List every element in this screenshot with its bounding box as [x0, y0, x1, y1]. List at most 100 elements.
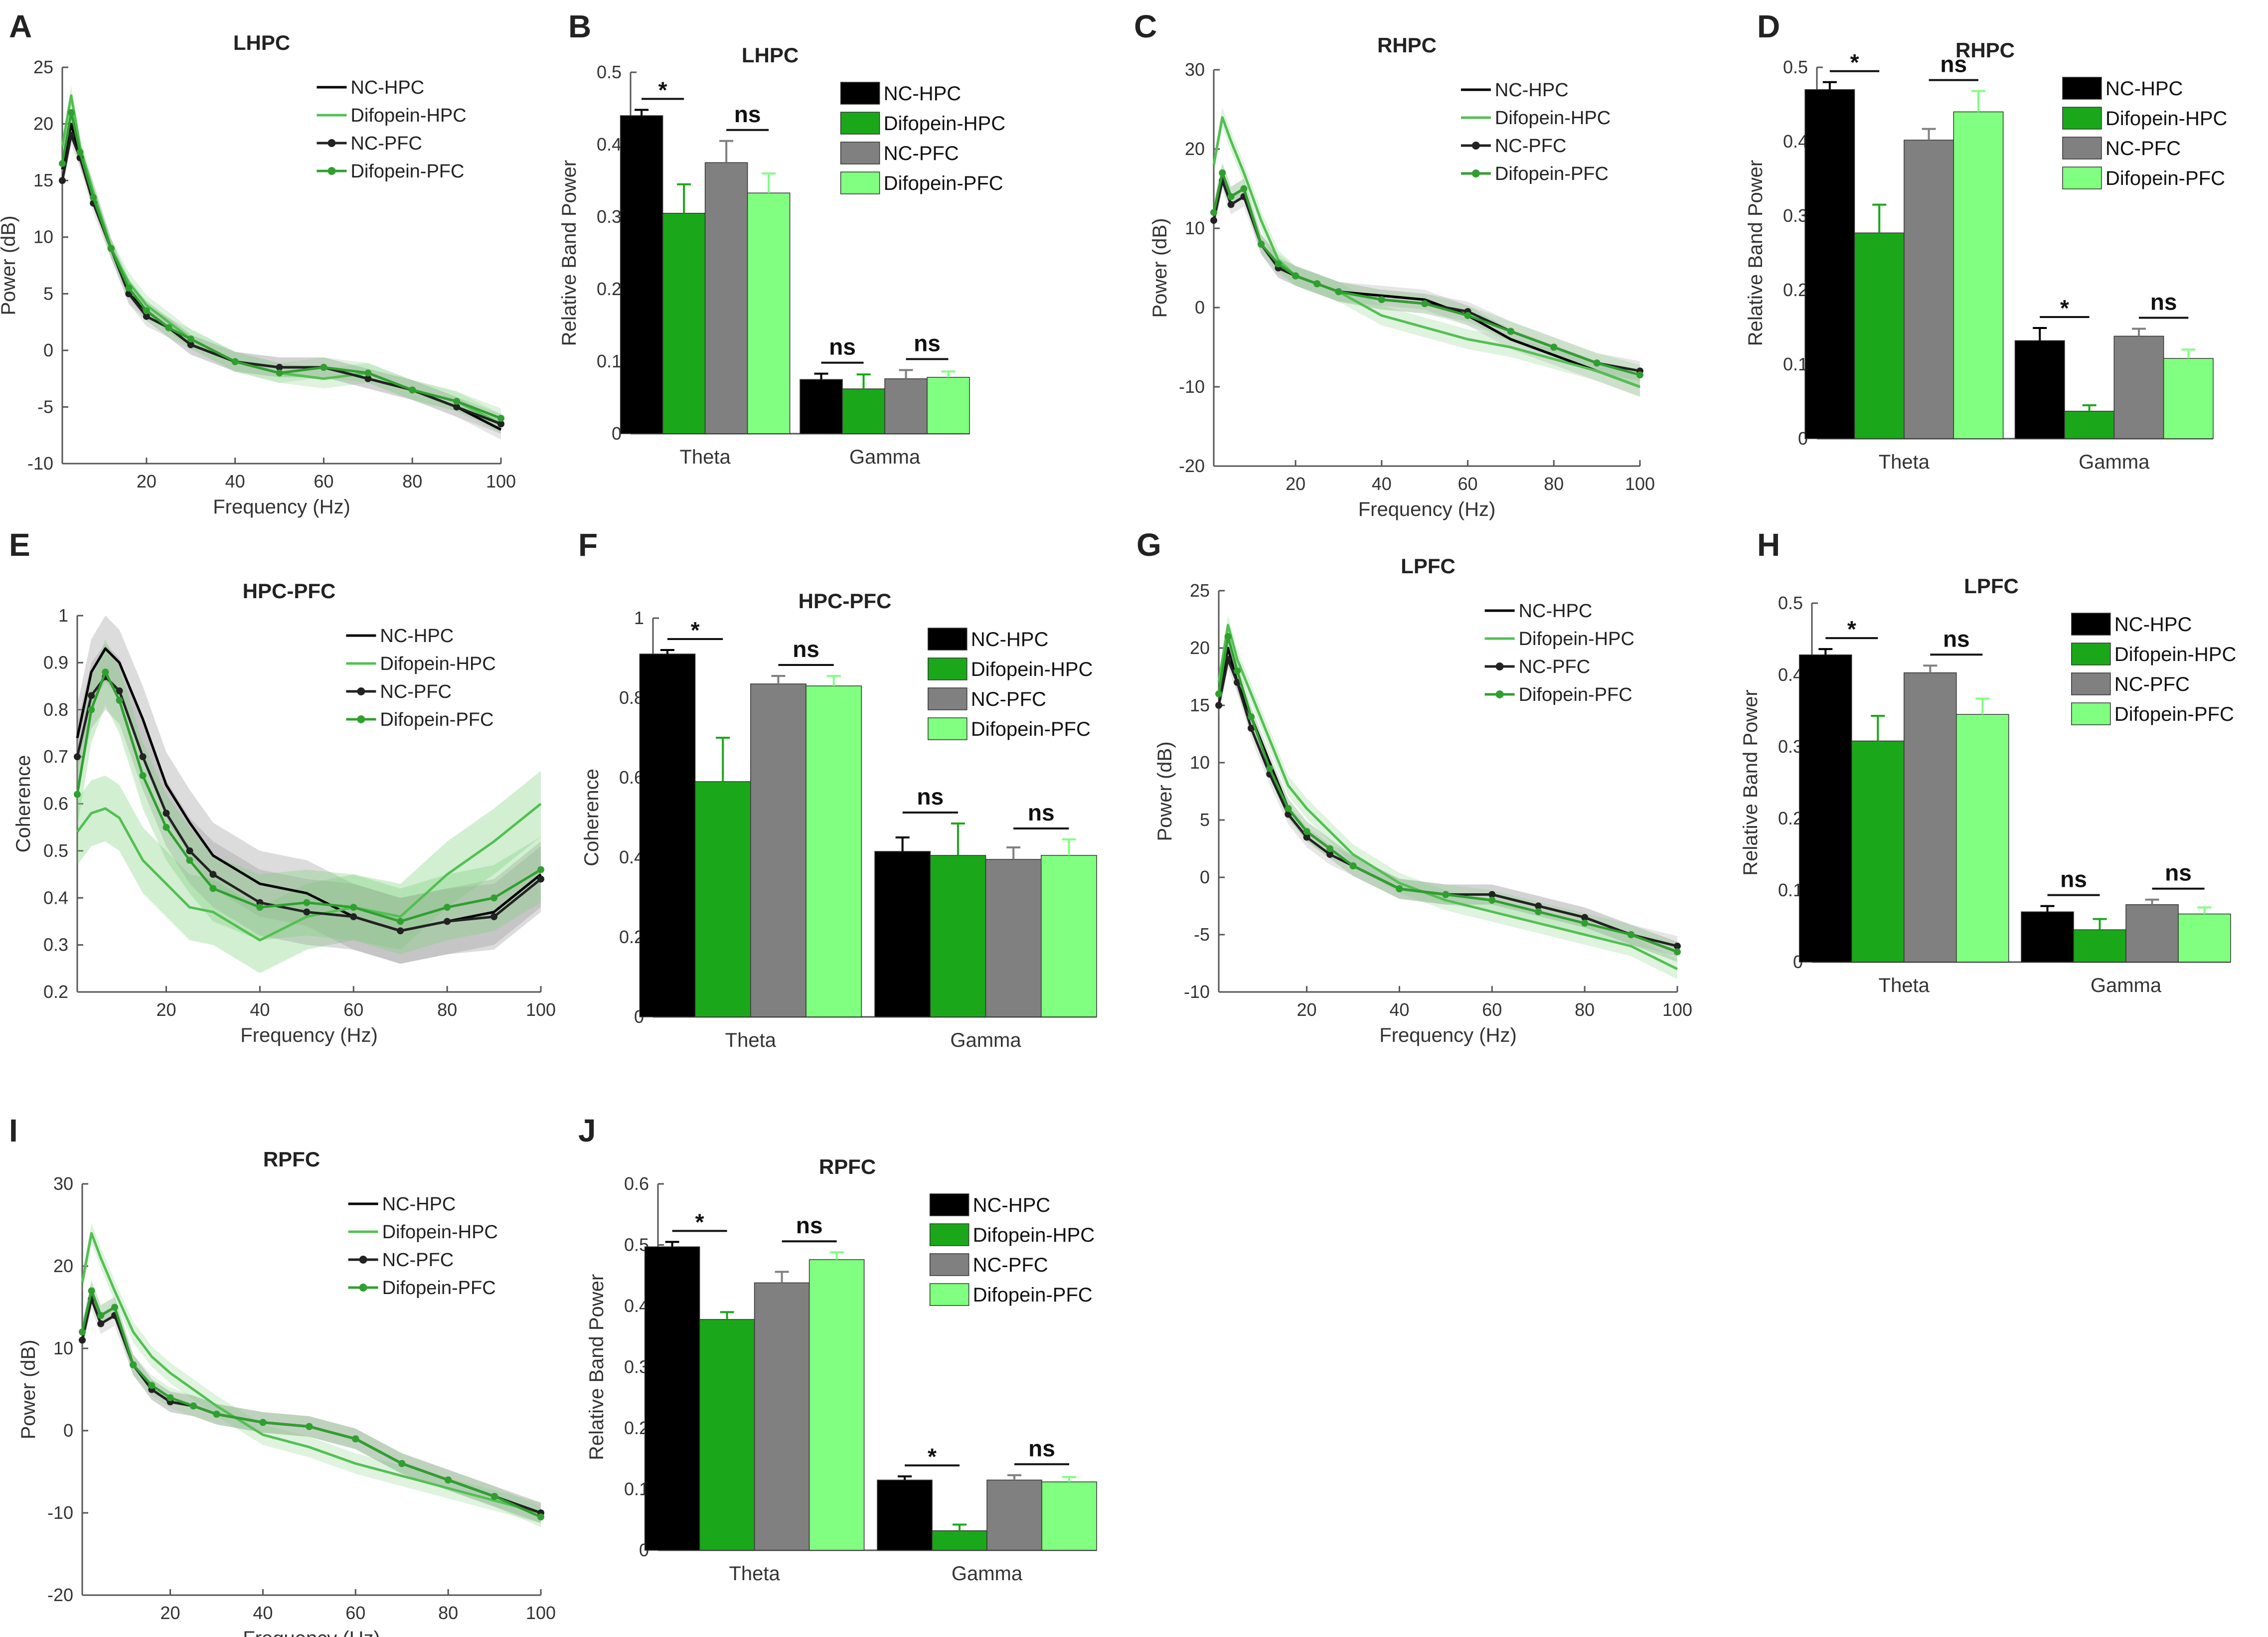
- data-point: [1593, 359, 1601, 367]
- bar-difopein-pfc-gamma: [1041, 1481, 1097, 1551]
- y-tick-label: 20: [1185, 139, 1205, 159]
- significance-label: *: [695, 1209, 704, 1235]
- data-point: [1227, 201, 1235, 208]
- legend-label: NC-PFC: [380, 681, 452, 702]
- legend-label: Difopein-HPC: [382, 1222, 498, 1243]
- panel-b-bar-chart: 0 0.1 0.2 0.3 0.4 0.5 Relative Band Power LHPC T…: [558, 43, 1005, 468]
- x-tick-label: 20: [161, 1603, 180, 1623]
- y-tick-label: 0.3: [43, 935, 68, 955]
- legend-label: Difopein-HPC: [350, 105, 466, 126]
- legend-label: Difopein-PFC: [350, 161, 464, 182]
- bar-nc-pfc-theta: [1904, 140, 1954, 439]
- data-point: [1581, 914, 1589, 921]
- significance-label: *: [691, 617, 700, 643]
- x-tick-label: 80: [402, 471, 422, 491]
- data-point: [1215, 690, 1222, 697]
- data-point: [130, 1361, 137, 1368]
- y-tick-label: 0.1: [597, 351, 622, 371]
- y-axis-label: Coherence: [12, 755, 34, 853]
- legend-label: Difopein-PFC: [971, 718, 1091, 740]
- bar-nc-pfc-gamma: [884, 378, 928, 434]
- data-point: [59, 177, 66, 184]
- y-tick-label: -5: [1194, 924, 1210, 945]
- bar-nc-pfc-gamma: [2113, 335, 2164, 439]
- legend-label: NC-PFC: [2106, 138, 2181, 160]
- significance-label: ns: [2165, 860, 2192, 886]
- category-label: Gamma: [950, 1029, 1021, 1051]
- legend-label: Difopein-PFC: [1519, 684, 1632, 705]
- legend-label: Difopein-HPC: [884, 113, 1006, 135]
- data-point: [90, 194, 97, 201]
- panel-label-d: D: [1757, 8, 1780, 44]
- bar-difopein-hpc-theta: [1854, 232, 1905, 439]
- series-line-nc-pfc: [61, 134, 501, 425]
- category-label: Gamma: [952, 1563, 1023, 1585]
- y-tick-label: 0.2: [1783, 280, 1808, 300]
- significance-label: ns: [734, 101, 761, 127]
- data-point: [209, 885, 217, 892]
- data-point: [148, 1382, 156, 1389]
- bar-nc-pfc-gamma: [2125, 904, 2179, 963]
- legend-label: NC-PFC: [973, 1254, 1048, 1276]
- legend-label: Difopein-HPC: [973, 1224, 1095, 1246]
- data-point: [1275, 260, 1282, 268]
- bar-nc-pfc-gamma: [985, 859, 1042, 1017]
- legend-label: Difopein-PFC: [2106, 167, 2225, 189]
- y-axis-label: Relative Band Power: [1745, 160, 1767, 346]
- data-point: [1349, 862, 1357, 869]
- bar-nc-pfc-gamma: [986, 1479, 1042, 1551]
- panel-label-b: B: [568, 8, 591, 44]
- y-tick-label: 5: [43, 283, 53, 304]
- error-band-nc-hpc: [82, 1280, 541, 1523]
- y-tick-label: -10: [27, 453, 53, 474]
- data-point: [107, 245, 115, 252]
- error-band-difopein-hpc: [77, 771, 541, 974]
- significance-label: *: [658, 77, 667, 103]
- error-band-nc-hpc: [1214, 163, 1640, 397]
- significance-label: ns: [1028, 800, 1055, 825]
- y-tick-label: 0.4: [597, 134, 622, 155]
- data-point: [1303, 833, 1310, 841]
- data-point: [364, 369, 372, 377]
- data-point: [490, 894, 498, 902]
- error-band-difopein-pfc: [82, 1280, 541, 1527]
- bar-difopein-hpc-gamma: [842, 388, 885, 434]
- legend-label: Difopein-HPC: [971, 658, 1093, 680]
- legend-swatch: [840, 142, 880, 164]
- legend-label: NC-PFC: [2114, 673, 2190, 695]
- x-axis-label: Frequency (Hz): [240, 1024, 378, 1046]
- y-tick-label: 0.1: [1783, 354, 1808, 374]
- error-band-difopein-hpc: [82, 1223, 541, 1523]
- y-tick-label: -10: [1179, 376, 1205, 397]
- data-point: [491, 1493, 498, 1500]
- x-tick-label: 100: [1662, 999, 1692, 1020]
- x-tick-label: 60: [345, 1603, 365, 1623]
- bar-difopein-pfc-theta: [806, 685, 862, 1017]
- data-point: [1488, 897, 1496, 904]
- data-point: [1210, 209, 1217, 216]
- data-point: [187, 341, 194, 348]
- data-point: [1292, 272, 1299, 280]
- panel-e-line-chart: 0.2 0.3 0.4 0.5 0.6 0.7 0.8 0.9 1 20 40 60 80 100 Freq…: [12, 579, 556, 1046]
- data-point: [409, 386, 416, 394]
- data-point: [1224, 656, 1232, 663]
- significance-label: ns: [1943, 626, 1970, 652]
- series-line-difopein-pfc: [61, 111, 501, 420]
- x-tick-label: 60: [314, 471, 333, 491]
- panel-title: RPFC: [819, 1155, 876, 1178]
- y-tick-label: 0.3: [597, 206, 622, 227]
- data-point: [445, 1476, 452, 1483]
- y-tick-label: 0: [612, 423, 622, 444]
- data-point: [186, 847, 193, 854]
- y-tick-label: 15: [1190, 695, 1210, 715]
- bar-difopein-hpc-theta: [662, 213, 706, 434]
- y-tick-label: 0.2: [43, 982, 68, 1002]
- series-line-nc-pfc: [1217, 658, 1678, 948]
- data-point: [1464, 312, 1471, 319]
- data-point: [88, 692, 95, 699]
- x-tick-label: 40: [1372, 474, 1392, 494]
- legend-label: Difopein-HPC: [2114, 644, 2237, 665]
- panel-label-f: F: [578, 527, 598, 563]
- significance-label: ns: [917, 784, 944, 810]
- bar-nc-pfc-theta: [704, 162, 748, 434]
